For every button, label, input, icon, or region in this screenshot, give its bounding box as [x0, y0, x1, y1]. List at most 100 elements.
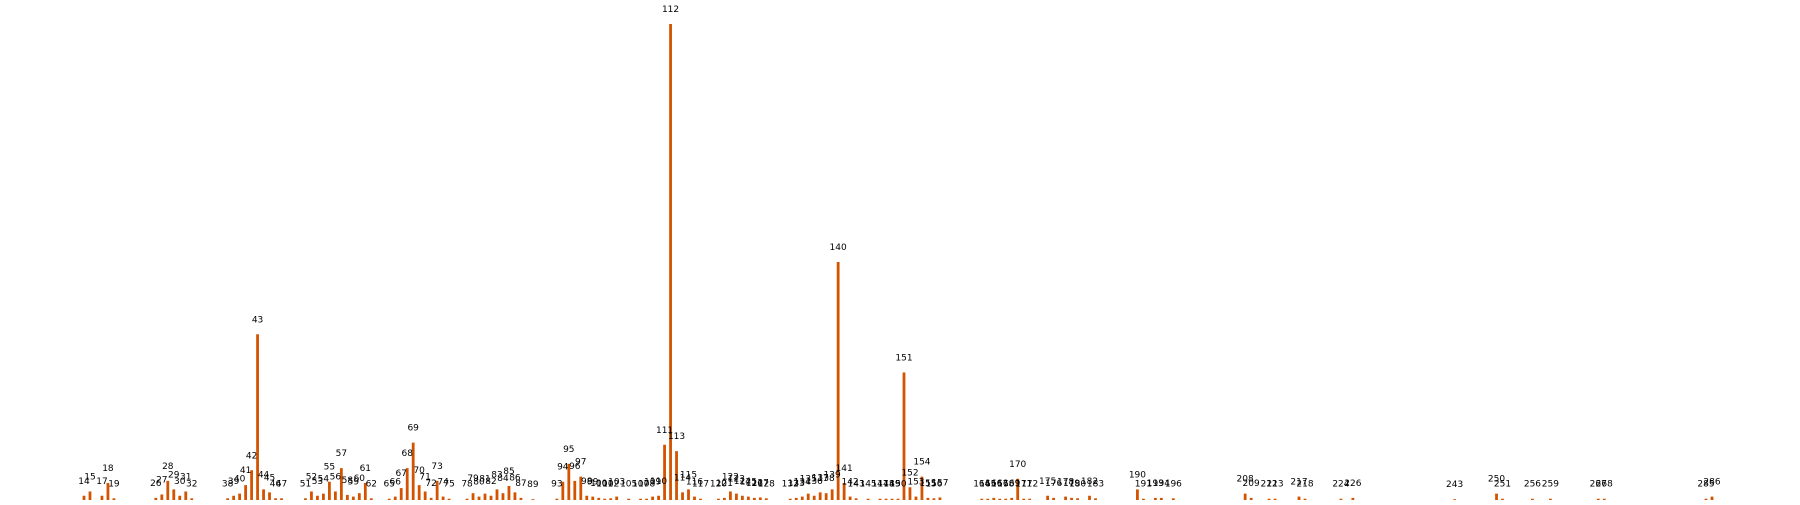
data-label-83: 83: [491, 470, 502, 480]
data-label-70: 70: [413, 466, 425, 476]
bar-135: [806, 493, 810, 501]
bar-133: [794, 497, 798, 501]
bar-39: [232, 495, 236, 500]
data-label-44: 44: [258, 470, 270, 480]
data-label-32: 32: [186, 479, 197, 489]
bar-78: [465, 498, 469, 500]
data-label-52: 52: [306, 473, 317, 483]
data-label-268: 268: [1596, 480, 1613, 490]
data-label-243: 243: [1446, 480, 1463, 490]
data-label-169: 169: [1003, 479, 1020, 489]
bar-251: [1501, 498, 1504, 500]
bar-74: [441, 496, 445, 500]
bar-217: [1297, 496, 1301, 500]
data-label-143: 143: [848, 479, 865, 489]
bar-153: [914, 496, 918, 500]
data-label-172: 172: [1021, 480, 1038, 490]
bar-115: [687, 489, 690, 501]
bar-51: [304, 498, 307, 500]
data-label-218: 218: [1296, 480, 1313, 490]
bar-167: [998, 498, 1002, 500]
data-label-212: 212: [1260, 480, 1277, 490]
bar-156: [932, 498, 936, 500]
bar-72: [429, 497, 433, 501]
data-label-154: 154: [913, 458, 930, 468]
data-label-59: 59: [348, 478, 360, 488]
bar-62: [369, 498, 373, 500]
bar-60: [357, 493, 361, 500]
bar-53: [316, 495, 319, 500]
data-label-151: 151: [895, 354, 912, 364]
bar-66: [393, 496, 397, 500]
data-label-110: 110: [650, 477, 667, 487]
data-label-58: 58: [342, 476, 354, 486]
data-label-57: 57: [336, 449, 347, 459]
data-label-122: 122: [722, 473, 739, 483]
data-label-128: 128: [758, 479, 775, 489]
data-label-65: 65: [384, 480, 395, 490]
bar-111: [663, 444, 666, 500]
bar-114: [681, 492, 684, 500]
data-label-178: 178: [1057, 478, 1074, 488]
data-label-150: 150: [889, 480, 906, 490]
data-label-82: 82: [485, 477, 496, 487]
data-label-180: 180: [1069, 479, 1086, 489]
data-label-147: 147: [871, 480, 888, 490]
bar-26: [154, 497, 158, 501]
data-label-286: 286: [1703, 478, 1720, 488]
data-label-183: 183: [1087, 479, 1104, 489]
bar-69: [411, 442, 415, 501]
bar-52: [310, 491, 313, 500]
bar-172: [1028, 498, 1032, 500]
bar-178: [1064, 496, 1067, 500]
bar-75: [447, 498, 451, 500]
bar-56: [333, 491, 337, 500]
bar-208: [1243, 493, 1247, 501]
data-label-85: 85: [503, 467, 514, 477]
data-label-191: 191: [1135, 480, 1152, 490]
data-label-14: 14: [78, 477, 90, 487]
bar-81: [483, 493, 487, 501]
bar-57: [339, 468, 343, 501]
data-label-66: 66: [390, 478, 402, 488]
bar-96: [573, 480, 577, 501]
bar-138: [824, 493, 828, 500]
data-label-166: 166: [985, 479, 1002, 489]
bar-145: [866, 498, 870, 500]
bar-150: [896, 498, 900, 500]
data-label-61: 61: [360, 464, 371, 474]
bar-97: [579, 476, 583, 501]
data-label-97: 97: [575, 458, 586, 468]
data-label-113: 113: [668, 432, 685, 442]
data-label-89: 89: [527, 480, 539, 490]
data-label-19: 19: [108, 479, 120, 489]
data-label-18: 18: [102, 464, 114, 474]
bar-196: [1171, 498, 1175, 500]
bar-148: [884, 498, 888, 500]
data-label-142: 142: [842, 478, 859, 488]
bar-149: [890, 498, 894, 500]
data-label-99: 99: [587, 478, 599, 488]
bar-58: [345, 494, 349, 500]
bar-164: [980, 498, 984, 500]
data-label-109: 109: [644, 478, 661, 488]
bar-38: [226, 498, 230, 500]
bar-40: [238, 493, 242, 501]
bar-95: [567, 463, 571, 501]
bar-29: [172, 489, 176, 501]
bar-155: [926, 497, 930, 501]
bar-94: [561, 481, 565, 500]
data-label-54: 54: [318, 475, 330, 485]
data-label-87: 87: [515, 479, 526, 489]
data-label-138: 138: [818, 474, 835, 484]
data-label-224: 224: [1332, 480, 1349, 490]
data-label-209: 209: [1243, 479, 1260, 489]
data-label-56: 56: [330, 473, 342, 483]
bar-190: [1136, 489, 1139, 501]
bar-71: [423, 491, 427, 500]
bar-54: [322, 493, 325, 501]
bar-134: [800, 496, 804, 500]
bar-80: [477, 496, 481, 500]
bar-127: [758, 497, 762, 500]
data-label-152: 152: [901, 468, 918, 478]
